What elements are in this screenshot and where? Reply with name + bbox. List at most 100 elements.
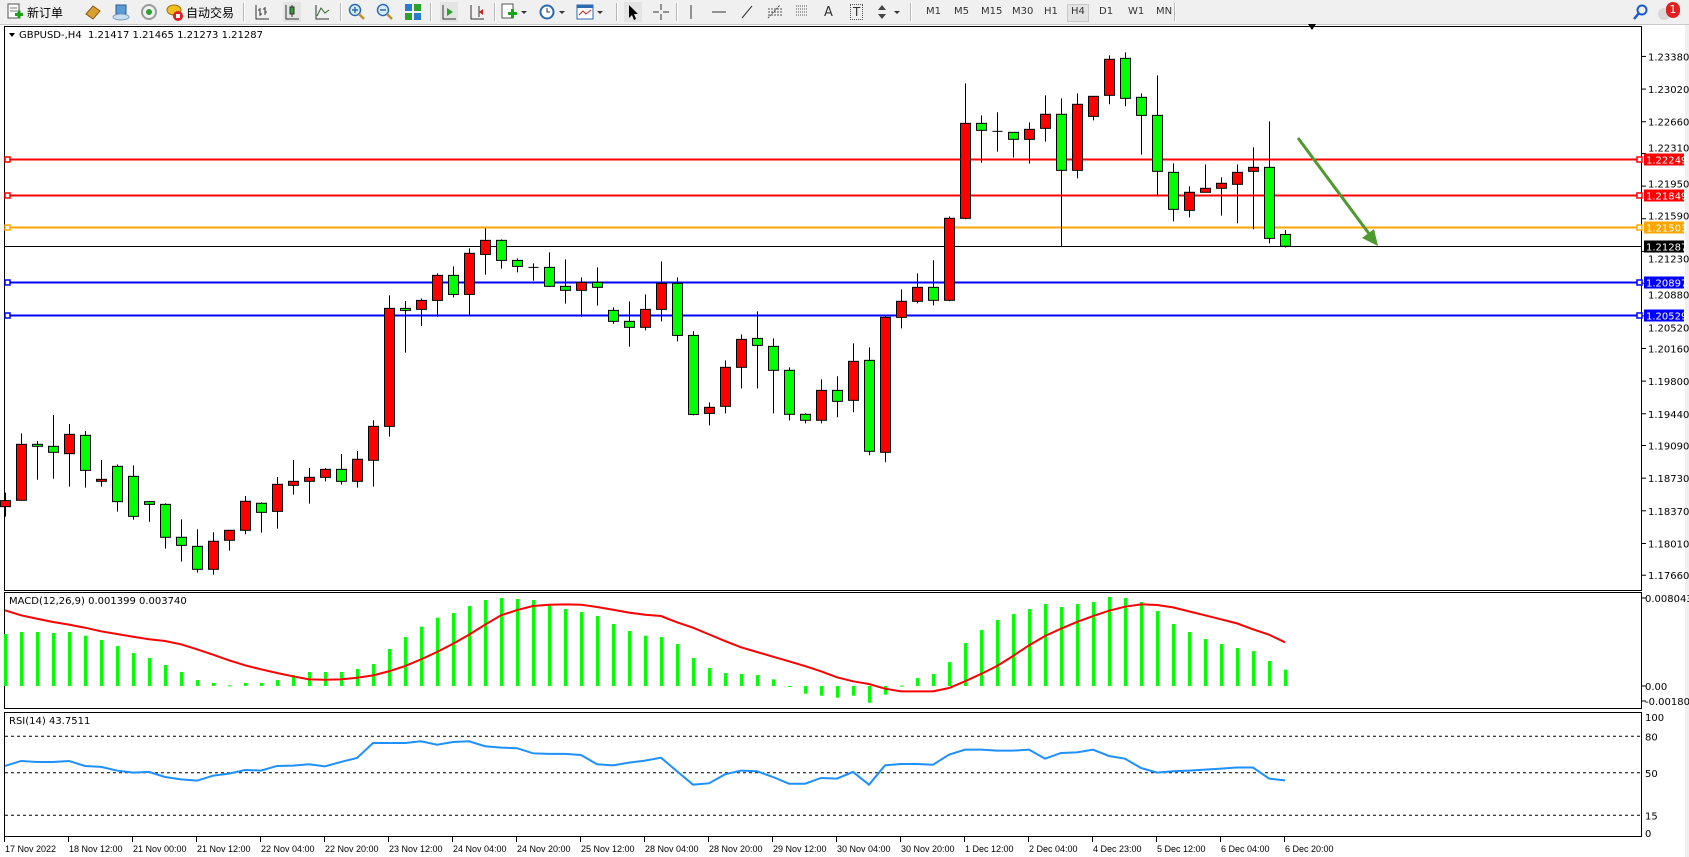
candle-body bbox=[656, 282, 667, 310]
macd-histogram-bar bbox=[612, 623, 615, 686]
candles bbox=[0, 52, 1291, 575]
price-label-box bbox=[1644, 309, 1684, 322]
zoom-in-button[interactable] bbox=[348, 2, 366, 22]
candle-body bbox=[256, 502, 267, 513]
text-label-button[interactable]: T bbox=[850, 2, 864, 22]
text-tool-button[interactable]: A bbox=[824, 2, 833, 22]
cursor-button[interactable] bbox=[624, 2, 642, 22]
tile-windows-button[interactable] bbox=[404, 2, 422, 22]
candle bbox=[752, 311, 763, 389]
auto-trading-button[interactable]: 自动交易 bbox=[166, 2, 234, 22]
templates-button[interactable] bbox=[576, 2, 604, 22]
candle-body bbox=[752, 337, 763, 346]
price-tick-label: 1.22310 bbox=[1648, 144, 1689, 155]
macd-histogram-bar bbox=[1044, 603, 1047, 686]
fibonacci-fan-button[interactable] bbox=[794, 2, 812, 22]
cloud-button[interactable] bbox=[112, 2, 130, 22]
timeframe-w1[interactable]: W1 bbox=[1128, 6, 1145, 17]
macd-histogram-bar bbox=[660, 637, 663, 686]
candle bbox=[176, 519, 187, 562]
timeframe-h4[interactable]: H4 bbox=[1067, 4, 1089, 22]
candle-body bbox=[1024, 128, 1035, 140]
symbol-menu-triangle-icon[interactable] bbox=[9, 33, 15, 37]
macd-histogram-bar bbox=[900, 685, 903, 687]
macd-histogram-bar bbox=[836, 686, 839, 698]
macd-histogram-bar bbox=[36, 632, 39, 686]
candle bbox=[1040, 95, 1051, 142]
timeframe-h1[interactable]: H1 bbox=[1044, 6, 1058, 17]
crosshair-button[interactable] bbox=[652, 2, 670, 22]
line-chart-button[interactable] bbox=[313, 2, 331, 22]
vertical-line-button[interactable] bbox=[684, 2, 698, 22]
arrow-head-icon bbox=[1362, 229, 1378, 246]
chart-shift-button[interactable] bbox=[468, 2, 486, 22]
periods-button[interactable] bbox=[538, 2, 566, 22]
new-chart-button[interactable] bbox=[500, 2, 528, 22]
candle-body bbox=[192, 545, 203, 570]
candle bbox=[384, 295, 395, 437]
candle-body bbox=[80, 434, 91, 471]
candle-body bbox=[576, 281, 587, 291]
rsi-tick-label: 80 bbox=[1645, 732, 1658, 743]
candle-body bbox=[944, 217, 955, 301]
candle bbox=[880, 315, 891, 463]
candle-body bbox=[688, 334, 699, 415]
price-tick-label: 1.21950 bbox=[1648, 180, 1689, 191]
candle-body bbox=[544, 266, 555, 287]
line-handle-icon bbox=[4, 224, 11, 231]
candle bbox=[80, 430, 91, 488]
gold-button[interactable] bbox=[84, 2, 102, 22]
candle bbox=[48, 415, 59, 479]
arrows-button[interactable] bbox=[876, 2, 902, 22]
notification-button[interactable]: 1 bbox=[1658, 2, 1682, 22]
candle bbox=[784, 367, 795, 421]
candle bbox=[736, 334, 747, 389]
trendline-button[interactable] bbox=[738, 2, 756, 22]
toolbar-separator bbox=[676, 3, 678, 21]
timeframe-m15[interactable]: M15 bbox=[981, 6, 1003, 17]
macd-histogram-bar bbox=[1188, 632, 1191, 686]
chart-symbol: GBPUSD-,H4 bbox=[19, 30, 82, 41]
candle bbox=[800, 413, 811, 424]
candle bbox=[592, 267, 603, 306]
new-order-button[interactable]: 新订单 bbox=[6, 2, 63, 22]
price-label: 1.20897 bbox=[1646, 279, 1687, 290]
time-tick-label: 17 Nov 2022 bbox=[5, 844, 56, 854]
crosshair-icon bbox=[653, 4, 669, 20]
time-tick-label: 1 Dec 12:00 bbox=[965, 844, 1014, 854]
search-button[interactable] bbox=[1632, 2, 1650, 22]
bar-chart-button[interactable] bbox=[253, 2, 271, 22]
timeframe-m5[interactable]: M5 bbox=[954, 6, 969, 17]
chart-shift-marker-icon[interactable] bbox=[1308, 24, 1316, 30]
auto-scroll-button[interactable] bbox=[440, 2, 458, 22]
candle bbox=[448, 266, 459, 298]
horizontal-line-button[interactable] bbox=[710, 2, 728, 22]
timeframe-d1[interactable]: D1 bbox=[1099, 6, 1114, 17]
macd-histogram-bar bbox=[260, 682, 263, 686]
trend-arrow[interactable] bbox=[1296, 137, 1378, 246]
macd-histogram-bar bbox=[932, 673, 935, 686]
fibonacci-button[interactable] bbox=[766, 2, 784, 22]
price-tick-label: 1.20520 bbox=[1648, 324, 1689, 335]
rsi-tick-label: 50 bbox=[1645, 769, 1658, 780]
candle-body bbox=[288, 480, 299, 486]
time-tick-label: 2 Dec 04:00 bbox=[1029, 844, 1078, 854]
notification-badge: 1 bbox=[1666, 2, 1680, 18]
time-axis[interactable]: 17 Nov 2022 18 Nov 12:00 21 Nov 00:00 21 No… bbox=[4, 837, 1334, 854]
candle bbox=[288, 460, 299, 495]
zoom-out-button[interactable] bbox=[376, 2, 394, 22]
timeframe-m30[interactable]: M30 bbox=[1012, 6, 1034, 17]
macd-histogram-bar bbox=[580, 612, 583, 686]
candle bbox=[768, 338, 779, 414]
timeframe-mn[interactable]: MN bbox=[1156, 6, 1173, 17]
toolbar-separator bbox=[340, 3, 342, 21]
candlestick-button[interactable] bbox=[283, 2, 301, 22]
signals-button[interactable] bbox=[140, 2, 158, 22]
candle-body bbox=[400, 307, 411, 311]
candle bbox=[944, 216, 955, 302]
vertical-line-icon bbox=[690, 5, 692, 19]
price-tick-label: 1.18730 bbox=[1648, 474, 1689, 485]
timeframe-m1[interactable]: M1 bbox=[926, 6, 941, 17]
candle bbox=[1072, 93, 1083, 179]
